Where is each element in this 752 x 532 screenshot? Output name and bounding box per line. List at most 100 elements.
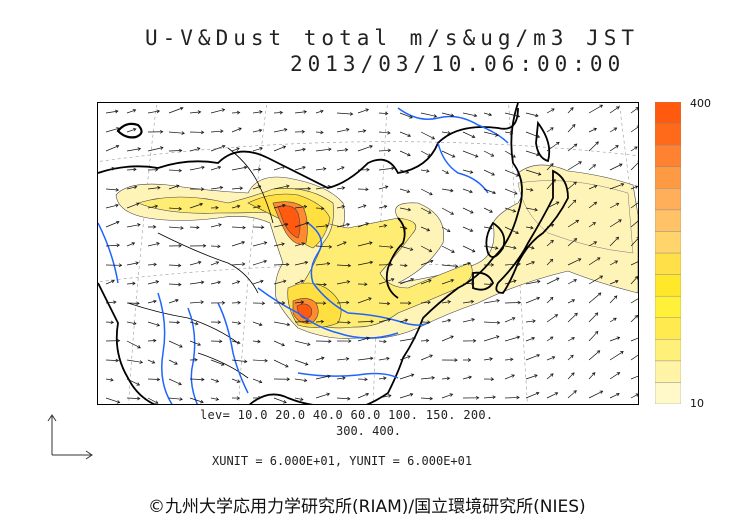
colorbar-swatch (654, 317, 682, 340)
wind-arrowhead (474, 154, 479, 158)
wind-arrow (483, 335, 500, 342)
wind-arrowhead (137, 223, 141, 227)
wind-vectors (105, 104, 638, 404)
wind-arrow (420, 377, 435, 380)
wind-arrow (504, 207, 516, 212)
wind-arrowhead (550, 223, 555, 228)
wind-arrowhead (236, 280, 241, 284)
wind-arrowhead (179, 397, 183, 401)
wind-arrowhead (427, 210, 432, 214)
wind-arrowhead (151, 360, 156, 364)
wind-arrowhead (410, 278, 415, 282)
wind-arrowhead (550, 127, 554, 131)
wind-arrow (378, 131, 391, 134)
colorbar-swatch (654, 231, 682, 254)
wind-arrowhead (180, 226, 184, 230)
wind-arrowhead (218, 223, 222, 227)
wind-arrowhead (236, 204, 241, 209)
wind-arrow (252, 321, 263, 326)
wind-arrowhead (261, 301, 266, 306)
colorbar-swatch (654, 166, 682, 189)
wind-arrowhead (320, 206, 325, 211)
wind-arrow (378, 167, 395, 171)
wind-arrow (462, 207, 474, 214)
wind-arrow (567, 372, 575, 380)
wind-arrowhead (614, 260, 619, 264)
wind-arrowhead (408, 301, 412, 305)
wind-arrow (399, 393, 413, 399)
wind-arrow (630, 298, 638, 304)
wind-arrowhead (596, 257, 601, 261)
wind-arrowhead (511, 374, 515, 378)
wind-arrow (126, 224, 141, 228)
wind-arrowhead (552, 179, 556, 183)
wind-arrowhead (615, 236, 620, 241)
wind-arrowhead (495, 133, 499, 137)
wind-arrowhead (345, 357, 350, 361)
colorbar-swatch (654, 339, 682, 362)
colorbar (654, 101, 682, 405)
wind-arrowhead (241, 240, 246, 245)
wind-arrowhead (489, 209, 493, 213)
wind-arrow (462, 300, 474, 304)
wind-arrow (462, 262, 471, 266)
wind-arrow (105, 167, 115, 171)
wind-arrowhead (366, 336, 370, 341)
wind-arrowhead (496, 320, 501, 325)
wind-arrowhead (386, 356, 390, 361)
wind-arrow (168, 340, 183, 348)
wind-arrow (588, 390, 603, 399)
wind-arrowhead (517, 262, 521, 266)
wind-arrowhead (573, 181, 577, 185)
wind-arrow (273, 146, 286, 152)
wind-arrow (378, 278, 395, 285)
wind-arrow (168, 185, 180, 190)
wind-arrow (504, 112, 520, 117)
colorbar-swatch (654, 274, 682, 297)
wind-arrowhead (343, 241, 347, 245)
wind-arrowhead (425, 338, 430, 343)
wind-arrow (420, 279, 432, 285)
wind-arrowhead (450, 278, 455, 283)
copyright-notice: ©九州大学応用力学研究所(RIAM)/国立環境研究所(NIES) (148, 497, 586, 517)
wind-arrow (567, 161, 582, 171)
wind-arrowhead (305, 319, 310, 324)
wind-arrowhead (303, 110, 307, 114)
wind-arrow (210, 281, 221, 285)
wind-arrow (231, 147, 240, 152)
colorbar-scale (654, 101, 682, 405)
wind-arrowhead (279, 110, 284, 115)
wind-arrow (168, 131, 185, 134)
wind-arrowhead (320, 319, 325, 324)
wind-arrow (399, 112, 413, 119)
wind-arrowhead (445, 170, 450, 174)
wind-arrowhead (596, 350, 601, 354)
wind-arrow (588, 292, 602, 304)
wind-arrowhead (215, 205, 219, 210)
wind-arrow (609, 203, 619, 209)
wind-arrowhead (133, 185, 138, 190)
wind-arrow (378, 377, 387, 380)
wind-arrow (210, 109, 225, 114)
wind-arrow (147, 281, 159, 285)
wind-arrow (378, 357, 390, 361)
wind-arrowhead (238, 127, 242, 131)
wind-arrow (231, 359, 247, 362)
wind-arrowhead (555, 201, 560, 205)
wind-arrow (399, 264, 408, 266)
wind-arrowhead (157, 185, 161, 190)
wind-arrow (210, 378, 219, 382)
wind-arrow (588, 185, 597, 190)
wind-arrowhead (593, 184, 598, 189)
wind-arrow (252, 147, 263, 152)
wind-arrow (168, 397, 183, 400)
wind-arrowhead (328, 244, 333, 249)
wind-arrow (504, 226, 519, 234)
wind-arrow (567, 258, 581, 266)
wind-arrowhead (616, 336, 621, 340)
wind-arrow (483, 131, 499, 136)
wind-arrow (399, 188, 410, 193)
wind-arrow (378, 205, 387, 209)
wind-arrow (588, 350, 601, 361)
wind-arrow (567, 390, 577, 399)
